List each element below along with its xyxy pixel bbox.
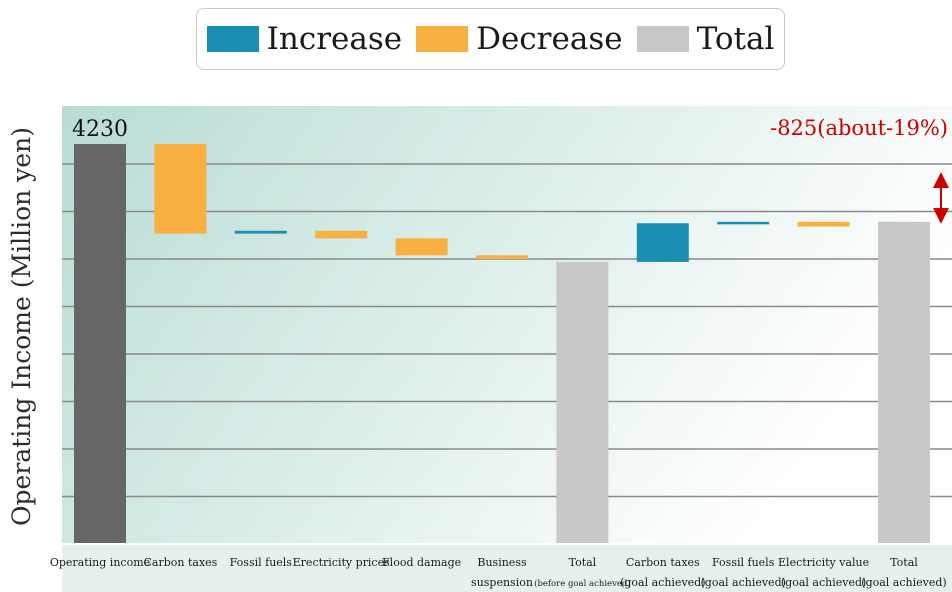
x-tick-label: Total [890,556,918,569]
legend-swatch-decrease [416,26,469,52]
data-label: 4230 [72,117,128,142]
x-axis-label-strip [62,545,952,592]
bar-decrease [154,144,207,234]
x-tick-label: Flood damage [382,556,461,569]
bar-decrease [797,221,850,227]
x-tick-label: Operating income [50,556,150,569]
bar-increase [717,221,770,225]
x-tick-label: Fossil fuels [712,556,775,569]
legend-item-increase: Increase [206,21,403,57]
bar-decrease [315,230,368,239]
x-tick-label: (goal achieved) [781,576,866,589]
bar-decrease [476,255,528,260]
legend-label-increase: Increase [266,21,403,57]
plot-background [62,106,952,543]
annotation-label: -825(about-19%) [770,116,948,140]
x-tick-label: (before goal achieved) [534,578,631,589]
legend-item-total: Total [636,21,775,57]
x-tick-label: Erectricity prices [293,556,390,569]
legend-swatch-total [636,26,689,52]
x-tick-label: (goal achieved) [861,576,946,589]
x-tick-label: (goal achieved) [700,576,785,589]
legend: Increase Decrease Total [196,8,785,70]
legend-swatch-increase [206,26,259,52]
bar-total [878,221,930,543]
legend-label-total: Total [696,21,775,57]
legend-label-decrease: Decrease [476,21,623,57]
x-tick-label: Carbon taxes [143,556,217,569]
bar-decrease [395,238,448,256]
x-tick-label: Fossil fuels [230,556,293,569]
x-tick-label: suspension [471,576,533,589]
bar-start [74,144,126,543]
x-tick-label: (goal achieved) [620,576,705,589]
x-tick-label: Business [477,556,527,569]
x-tick-label: Carbon taxes [626,556,700,569]
legend-item-decrease: Decrease [416,21,623,57]
bar-increase [234,230,287,234]
x-tick-label: Electricity value [778,556,869,569]
x-tick-label: Total [569,556,597,569]
bar-total [556,261,609,543]
bar-increase [636,223,689,262]
